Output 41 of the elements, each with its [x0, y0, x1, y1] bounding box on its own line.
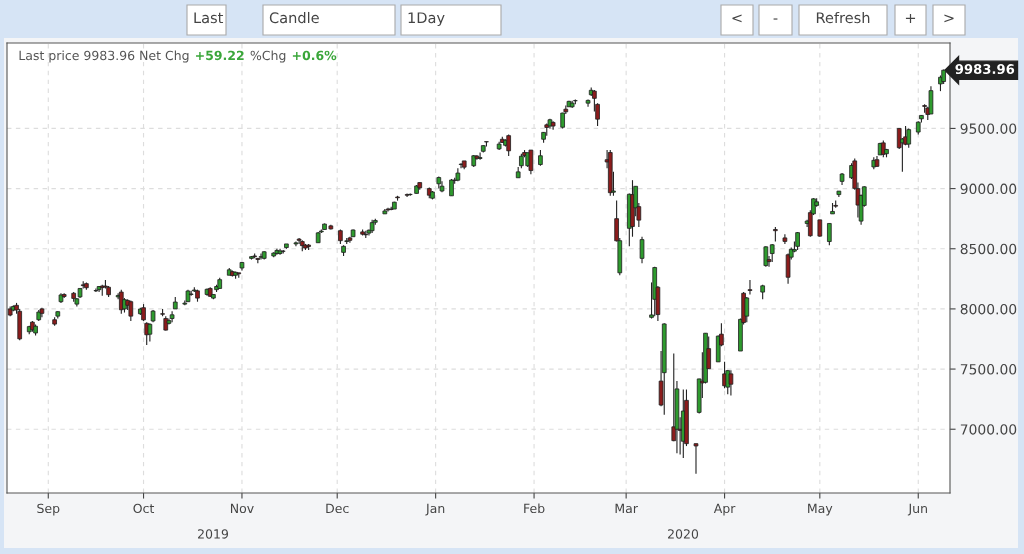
x-tick-label: Jun [907, 503, 927, 516]
y-tick-label: 9000.00 [960, 183, 1017, 195]
y-tick-label: 8500.00 [960, 243, 1017, 255]
annotation: 9983.96 [955, 64, 1015, 75]
candlestick [782, 233, 788, 245]
candlestick [639, 236, 645, 264]
x-tick-label: Feb [524, 503, 545, 514]
text: 1Day [408, 12, 445, 27]
x-tick-label: Sep [37, 503, 60, 516]
candlestick [595, 102, 600, 127]
candlestick [728, 369, 734, 397]
x-tick-label: Jan [425, 503, 445, 516]
annotation: %Chg [250, 50, 286, 63]
y-tick-label: 7000.00 [960, 424, 1017, 435]
x-tick-label: Dec [326, 503, 349, 514]
annotation: Last price 9983.96 Net Chg [19, 50, 189, 63]
text: 2019 [198, 529, 229, 539]
annotation: +59.22 [196, 50, 244, 61]
x-tick-label: Nov [230, 503, 254, 514]
x-tick-label: May [808, 503, 833, 516]
x-tick-label: Mar [615, 503, 638, 514]
candlestick [747, 279, 753, 296]
text: < [732, 14, 742, 23]
y-tick-label: 7500.00 [960, 364, 1017, 375]
candlestick [693, 443, 699, 475]
text: - [773, 18, 778, 20]
x-tick-label: Apr [713, 503, 736, 516]
annotation: +0.6% [292, 50, 337, 61]
text: > [944, 14, 954, 23]
text: 2020 [668, 529, 699, 539]
text: Last [194, 12, 224, 24]
candlestick [744, 296, 750, 323]
y-tick-label: 9500.00 [960, 123, 1017, 134]
x-tick-label: Oct [133, 503, 155, 514]
text: Refresh [816, 11, 870, 24]
candlestick [763, 245, 769, 268]
y-tick-label: 8000.00 [960, 303, 1017, 315]
candlestick [827, 222, 832, 246]
candlestick [169, 310, 175, 323]
text: Candle [269, 11, 319, 24]
text: + [905, 13, 916, 24]
